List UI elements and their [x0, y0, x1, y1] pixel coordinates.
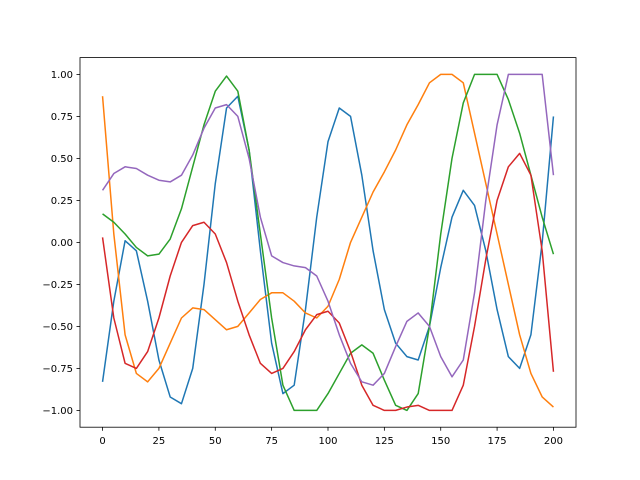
y-tick-label: −0.75	[42, 364, 73, 375]
x-tick-label: 50	[209, 436, 222, 447]
x-tick-label: 75	[265, 436, 278, 447]
series-line	[101, 73, 554, 408]
y-tick-label: 1.00	[51, 70, 73, 81]
y-tick-label: 0.00	[51, 238, 73, 249]
y-tick-label: 0.75	[51, 112, 73, 123]
y-tick-label: −1.00	[42, 406, 73, 417]
series-line	[101, 152, 555, 412]
y-tick-label: −0.50	[42, 322, 73, 333]
x-tick-label: 25	[153, 436, 166, 447]
series-line	[101, 95, 555, 405]
x-tick-label: 0	[99, 436, 105, 447]
x-tick-label: 150	[431, 436, 450, 447]
axes-frame	[79, 57, 577, 428]
series-line	[102, 73, 555, 412]
y-tick-label: −0.25	[42, 280, 73, 291]
x-tick-label: 200	[544, 436, 563, 447]
x-tick-label: 175	[488, 436, 507, 447]
series-line	[101, 73, 555, 386]
x-tick-label: 100	[318, 436, 337, 447]
x-tick-label: 125	[375, 436, 394, 447]
y-tick-label: 0.25	[51, 196, 73, 207]
y-tick-label: 0.50	[51, 154, 73, 165]
